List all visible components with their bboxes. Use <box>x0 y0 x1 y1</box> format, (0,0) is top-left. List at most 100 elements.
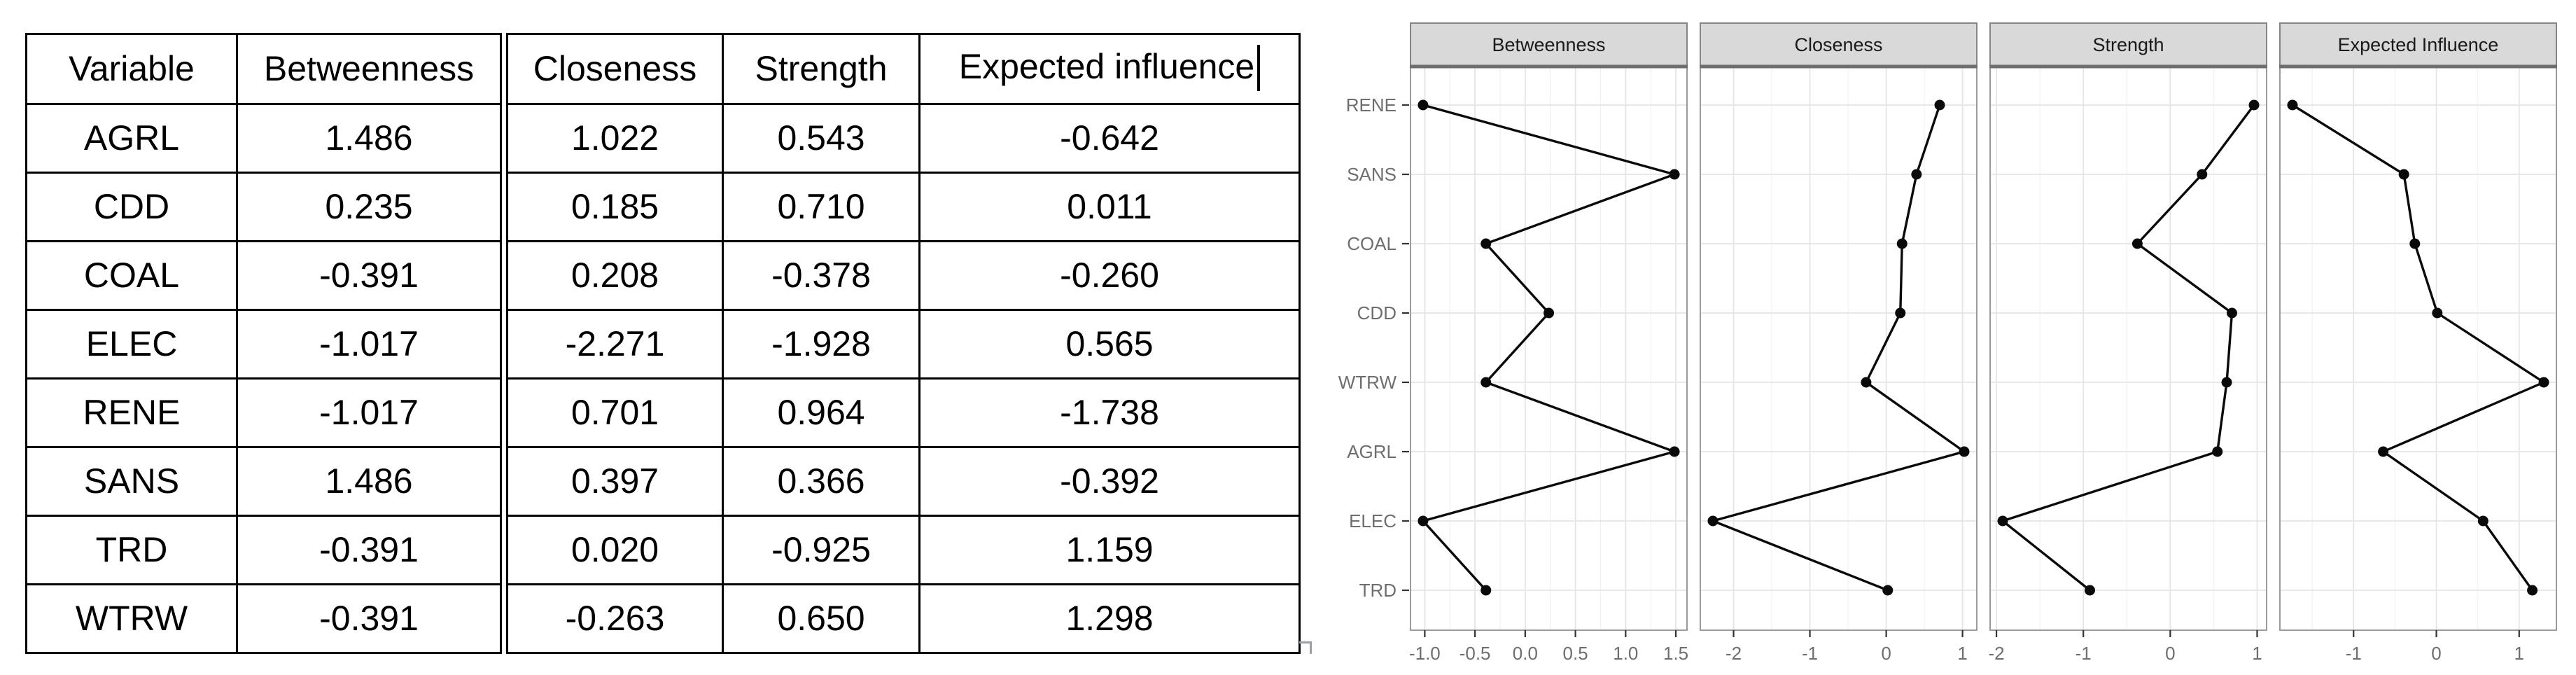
variable-cell[interactable]: CDD <box>25 172 238 242</box>
value-cell[interactable]: 1.486 <box>236 446 502 517</box>
x-tick-label: 1 <box>2514 643 2524 664</box>
data-point <box>1896 238 1907 249</box>
data-point <box>2432 307 2443 319</box>
value-cell[interactable]: -1.738 <box>918 377 1301 448</box>
table-row: RENE -1.017 <box>25 377 502 448</box>
value-cell[interactable]: 0.366 <box>722 446 920 517</box>
value-cell[interactable]: -2.271 <box>506 309 724 380</box>
centrality-table: Variable Betweenness AGRL 1.486 CDD 0.235 COAL… <box>25 33 1301 654</box>
value-cell[interactable]: 0.565 <box>918 309 1301 380</box>
x-tick-label: 0 <box>2165 643 2175 664</box>
y-axis-label: SANS <box>1347 164 1396 185</box>
value-cell[interactable]: 1.486 <box>236 103 502 174</box>
value-cell[interactable]: -1.017 <box>236 309 502 380</box>
y-axis-label: AGRL <box>1347 441 1396 462</box>
value-cell[interactable]: 1.159 <box>918 515 1301 585</box>
facet-strip <box>1700 22 1977 67</box>
data-point <box>1934 99 1945 111</box>
value-cell[interactable]: 0.397 <box>506 446 724 517</box>
value-cell[interactable]: -0.391 <box>236 515 502 585</box>
data-point <box>2132 238 2143 249</box>
x-tick-label: -1 <box>2346 643 2362 664</box>
data-point <box>2409 238 2421 249</box>
facet-title: Strength <box>2092 34 2164 55</box>
value-cell[interactable]: -0.378 <box>722 240 920 311</box>
value-cell[interactable]: 1.022 <box>506 103 724 174</box>
table-row: TRD -0.391 <box>25 515 502 585</box>
facet-strip <box>1410 22 1688 67</box>
value-cell[interactable]: -0.642 <box>918 103 1301 174</box>
value-cell[interactable]: 1.298 <box>918 583 1301 654</box>
value-cell[interactable]: 0.964 <box>722 377 920 448</box>
data-point <box>2527 585 2538 596</box>
table-header-cell[interactable]: Betweenness <box>236 33 502 105</box>
y-axis-label: COAL <box>1347 233 1396 254</box>
table-row: 1.022 0.543 -0.642 <box>506 103 1301 174</box>
panel-background <box>1410 67 1687 630</box>
value-cell[interactable]: 0.543 <box>722 103 920 174</box>
data-point <box>1707 515 1718 527</box>
value-cell[interactable]: -1.017 <box>236 377 502 448</box>
data-line <box>1422 104 1676 592</box>
value-cell[interactable]: 0.011 <box>918 172 1301 242</box>
data-point <box>2212 446 2223 457</box>
data-point <box>2248 99 2260 111</box>
value-cell[interactable]: 0.208 <box>506 240 724 311</box>
table-header-label: Expected influence <box>958 46 1255 86</box>
value-cell[interactable]: -0.391 <box>236 240 502 311</box>
value-cell[interactable]: -0.925 <box>722 515 920 585</box>
table-row: WTRW -0.391 <box>25 583 502 654</box>
value-cell[interactable]: -0.391 <box>236 583 502 654</box>
data-point <box>1959 446 1970 457</box>
data-point <box>1418 515 1429 527</box>
y-axis-label: WTRW <box>1338 372 1397 393</box>
table-header-label: Variable <box>69 49 195 88</box>
value-cell[interactable]: -0.260 <box>918 240 1301 311</box>
facet-title: Closeness <box>1794 34 1882 55</box>
table-header-cell[interactable]: Variable <box>25 33 238 105</box>
table-header-cell[interactable]: Expected influence <box>918 33 1301 105</box>
data-point <box>2085 585 2096 596</box>
variable-cell[interactable]: RENE <box>25 377 238 448</box>
data-point <box>1861 377 1872 388</box>
table-header-label: Closeness <box>533 49 697 88</box>
table-row: SANS 1.486 <box>25 446 502 517</box>
data-point <box>1480 377 1492 388</box>
table-row: 0.397 0.366 -0.392 <box>506 446 1301 517</box>
value-cell[interactable]: 0.710 <box>722 172 920 242</box>
facet-title: Expected Influence <box>2338 34 2499 55</box>
table-header-label: Betweenness <box>263 49 475 88</box>
table-header-label: Strength <box>755 49 888 88</box>
table-header-cell[interactable]: Strength <box>722 33 920 105</box>
table-row: COAL -0.391 <box>25 240 502 311</box>
value-cell[interactable]: -0.263 <box>506 583 724 654</box>
table-left: Variable Betweenness AGRL 1.486 CDD 0.235 COAL… <box>25 33 502 654</box>
variable-cell[interactable]: SANS <box>25 446 238 517</box>
facet-strip <box>2279 22 2557 67</box>
variable-cell[interactable]: TRD <box>25 515 238 585</box>
facet-title: Betweenness <box>1492 34 1605 55</box>
variable-cell[interactable]: AGRL <box>25 103 238 174</box>
data-point <box>2477 515 2488 527</box>
table-row: CDD 0.235 <box>25 172 502 242</box>
table-resize-handle[interactable] <box>1299 641 1312 654</box>
value-cell[interactable]: 0.020 <box>506 515 724 585</box>
x-tick-label: 0.5 <box>1563 643 1588 664</box>
variable-cell[interactable]: WTRW <box>25 583 238 654</box>
value-cell[interactable]: 0.185 <box>506 172 724 242</box>
value-cell[interactable]: 0.235 <box>236 172 502 242</box>
value-cell[interactable]: -0.392 <box>918 446 1301 517</box>
value-cell[interactable]: 0.650 <box>722 583 920 654</box>
value-cell[interactable]: -1.928 <box>722 309 920 380</box>
data-point <box>1911 169 1922 180</box>
variable-cell[interactable]: ELEC <box>25 309 238 380</box>
table-header-cell[interactable]: Closeness <box>506 33 724 105</box>
variable-cell[interactable]: COAL <box>25 240 238 311</box>
data-line <box>2292 104 2545 591</box>
table-row: 0.701 0.964 -1.738 <box>506 377 1301 448</box>
y-axis-label: ELEC <box>1349 510 1396 531</box>
data-line <box>1712 104 1966 592</box>
data-point <box>1480 238 1492 249</box>
value-cell[interactable]: 0.701 <box>506 377 724 448</box>
